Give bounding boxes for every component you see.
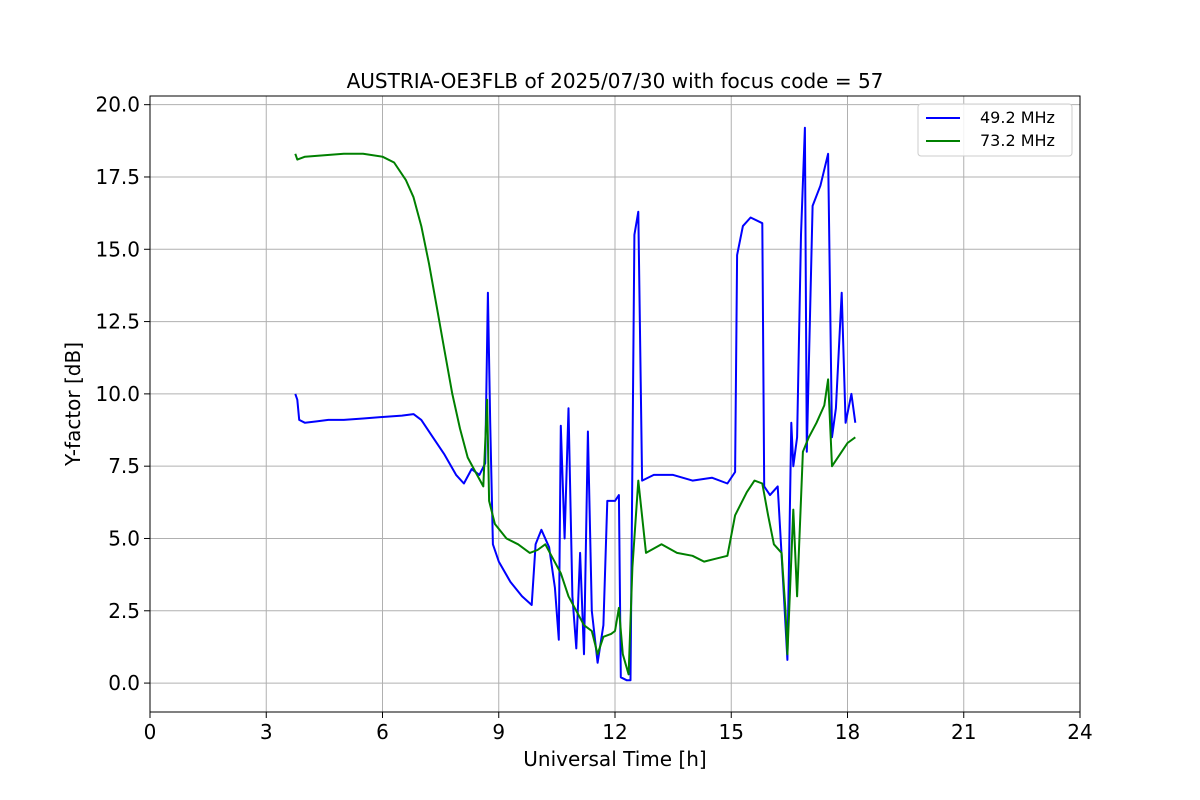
x-tick-label: 6 xyxy=(376,720,389,744)
x-tick-label: 18 xyxy=(835,720,860,744)
y-tick-label: 10.0 xyxy=(95,382,140,406)
y-tick-label: 2.5 xyxy=(108,599,140,623)
y-tick-label: 7.5 xyxy=(108,454,140,478)
y-tick-label: 12.5 xyxy=(95,310,140,334)
x-axis: 0 3 6 9 12 15 18 21 24 xyxy=(144,712,1093,744)
x-tick-label: 15 xyxy=(719,720,744,744)
x-axis-label: Universal Time [h] xyxy=(523,747,706,771)
series-line-2 xyxy=(294,152,856,676)
series-line-1 xyxy=(294,126,857,682)
y-axis-label: Y-factor [dB] xyxy=(61,342,85,467)
y-axis: 0.0 2.5 5.0 7.5 10.0 12.5 15.0 17.5 20.0 xyxy=(95,93,150,695)
legend: 49.2 MHz 73.2 MHz xyxy=(917,103,1073,157)
x-tick-label: 21 xyxy=(951,720,976,744)
chart-title: AUSTRIA-OE3FLB of 2025/07/30 with focus … xyxy=(347,69,884,93)
y-tick-label: 17.5 xyxy=(95,165,140,189)
x-tick-label: 24 xyxy=(1067,720,1092,744)
y-tick-label: 15.0 xyxy=(95,237,140,261)
x-tick-label: 3 xyxy=(260,720,273,744)
x-tick-label: 12 xyxy=(602,720,627,744)
legend-label-1: 49.2 MHz xyxy=(980,108,1055,127)
y-tick-label: 20.0 xyxy=(95,93,140,117)
legend-label-2: 73.2 MHz xyxy=(980,131,1055,150)
y-tick-label: 5.0 xyxy=(108,526,140,550)
y-tick-label: 0.0 xyxy=(108,671,140,695)
x-tick-label: 9 xyxy=(492,720,505,744)
x-tick-label: 0 xyxy=(144,720,157,744)
series-layer xyxy=(294,126,857,682)
